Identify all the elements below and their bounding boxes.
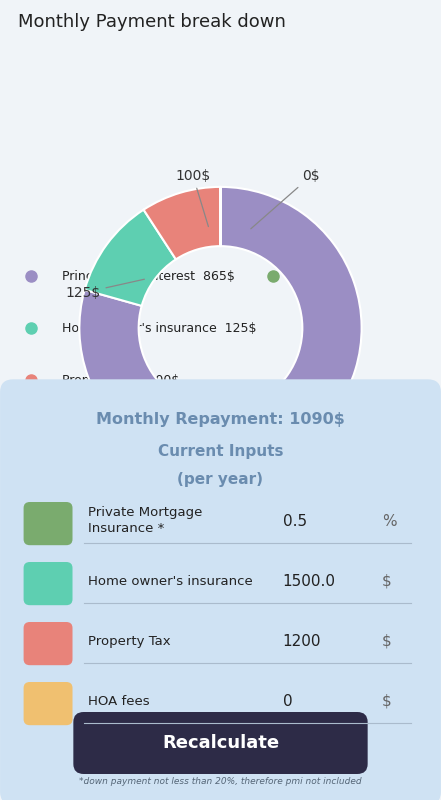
Text: 1200: 1200: [283, 634, 321, 649]
FancyBboxPatch shape: [24, 682, 72, 725]
Text: 0.5: 0.5: [283, 514, 307, 529]
Text: Monthly Payment break down: Monthly Payment break down: [18, 13, 285, 31]
Text: Home owner's insurance: Home owner's insurance: [88, 574, 253, 588]
Text: $: $: [382, 694, 392, 709]
Text: 0: 0: [283, 694, 292, 709]
Text: *down payment not less than 20%, therefore pmi not included: *down payment not less than 20%, therefo…: [79, 777, 362, 786]
FancyBboxPatch shape: [24, 562, 72, 605]
Text: Property Tax: Property Tax: [88, 634, 171, 648]
Text: $: $: [382, 634, 392, 649]
FancyBboxPatch shape: [24, 622, 72, 666]
Text: Monthly Repayment: 1090$: Monthly Repayment: 1090$: [96, 412, 345, 427]
FancyBboxPatch shape: [1, 380, 440, 800]
Text: Insurance *: Insurance *: [88, 522, 164, 535]
Text: 125$: 125$: [65, 279, 144, 300]
Text: 0$: 0$: [251, 169, 320, 229]
Wedge shape: [79, 187, 362, 469]
Text: 100$: 100$: [176, 169, 211, 226]
Text: HOA fees: HOA fees: [88, 694, 149, 708]
Wedge shape: [144, 187, 220, 259]
Text: (per year): (per year): [177, 472, 264, 487]
FancyBboxPatch shape: [73, 712, 368, 774]
Text: Current Inputs: Current Inputs: [158, 444, 283, 459]
Text: Property Tax  100$: Property Tax 100$: [62, 374, 179, 386]
Text: %: %: [382, 514, 397, 529]
Text: Principle and interest  865$: Principle and interest 865$: [62, 270, 235, 283]
Wedge shape: [85, 210, 176, 306]
Text: $: $: [382, 574, 392, 589]
FancyBboxPatch shape: [24, 502, 72, 546]
Text: Home owner's insurance  125$: Home owner's insurance 125$: [62, 322, 256, 335]
Text: HOA fees  0$: HOA fees 0$: [62, 426, 144, 438]
Text: Private Mortgage: Private Mortgage: [88, 506, 202, 519]
Text: 865$: 865$: [273, 414, 383, 438]
Text: PMI  0$: PMI 0$: [304, 270, 350, 283]
Text: 1500.0: 1500.0: [283, 574, 336, 589]
Text: Recalculate: Recalculate: [162, 734, 279, 752]
